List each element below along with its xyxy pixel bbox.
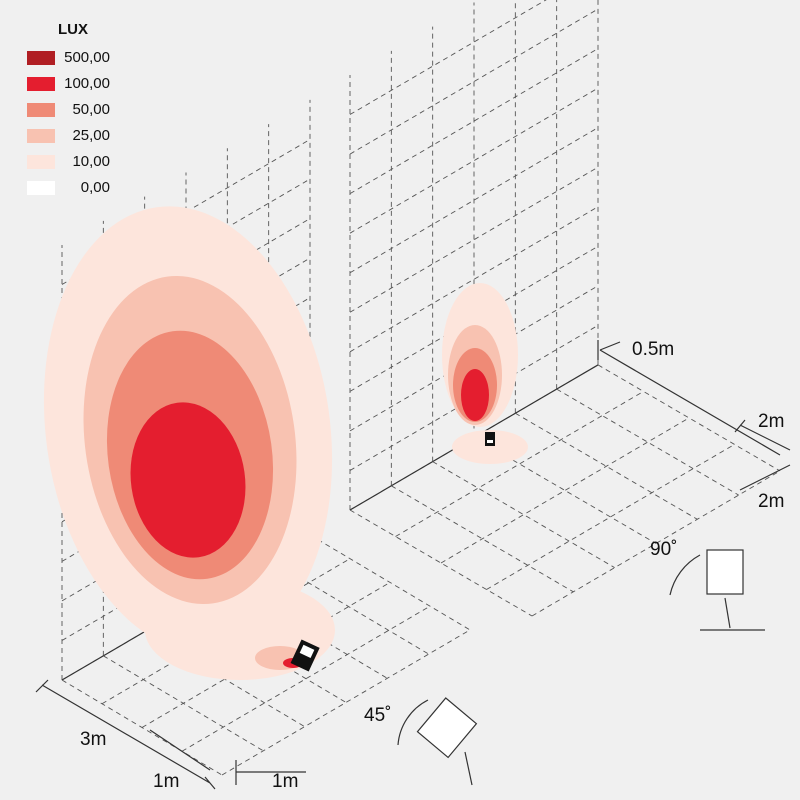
legend-swatch xyxy=(27,51,55,65)
right-light-pattern xyxy=(442,283,528,464)
grid-line xyxy=(486,444,735,590)
legend-swatch xyxy=(27,129,55,143)
legend-label: 50,00 xyxy=(72,101,110,118)
grid-line xyxy=(349,206,599,353)
grid-line xyxy=(61,494,311,641)
depth-label: 3m xyxy=(80,729,106,750)
grid-line xyxy=(349,127,599,274)
angle-label: 90˚ xyxy=(650,539,677,560)
grid-line xyxy=(473,437,657,544)
grid-line xyxy=(349,8,599,155)
legend-label: 10,00 xyxy=(72,153,110,170)
grid-line xyxy=(309,534,471,631)
grid-line xyxy=(349,285,599,432)
grid-line xyxy=(349,166,599,313)
grid-line xyxy=(556,388,739,496)
width-label: 2m xyxy=(758,411,784,432)
grid-line xyxy=(391,485,574,593)
grid-line xyxy=(349,48,599,195)
grid-line xyxy=(432,461,615,569)
grid-line xyxy=(349,245,599,392)
angle-icons xyxy=(397,549,765,786)
legend-swatch xyxy=(27,155,55,169)
grid-line xyxy=(597,364,781,472)
angle-label: 45˚ xyxy=(364,705,391,726)
grid-line xyxy=(141,582,391,728)
legend: 500,00 100,00 50,00 25,00 10,00 0,00 xyxy=(27,49,110,196)
left-light-pattern xyxy=(43,206,335,680)
spacing-label: 1m xyxy=(272,771,298,792)
legend-swatch xyxy=(27,181,55,195)
legend-title: LUX xyxy=(58,21,88,38)
grid-line xyxy=(531,470,781,617)
dimension-lines xyxy=(35,340,791,790)
legend-swatch xyxy=(27,103,55,117)
legend-label: 100,00 xyxy=(64,75,110,92)
width-label: 1m xyxy=(153,771,179,792)
grid-line xyxy=(515,412,698,520)
offset-label: 0.5m xyxy=(632,339,674,360)
grid-line xyxy=(221,629,471,776)
legend-swatch xyxy=(27,77,55,91)
fixtures xyxy=(290,432,495,672)
legend-label: 25,00 xyxy=(72,127,110,144)
spacing-label: 2m xyxy=(758,491,784,512)
grid-line xyxy=(349,87,599,234)
grid-line xyxy=(101,558,351,705)
grid-line xyxy=(349,0,547,115)
grid-line xyxy=(181,605,431,752)
grid-line xyxy=(349,509,533,617)
grid-line xyxy=(349,324,599,471)
grid-line xyxy=(395,391,644,537)
grid-line xyxy=(440,417,690,564)
legend-label: 0,00 xyxy=(81,179,110,196)
legend-label: 500,00 xyxy=(64,49,110,66)
